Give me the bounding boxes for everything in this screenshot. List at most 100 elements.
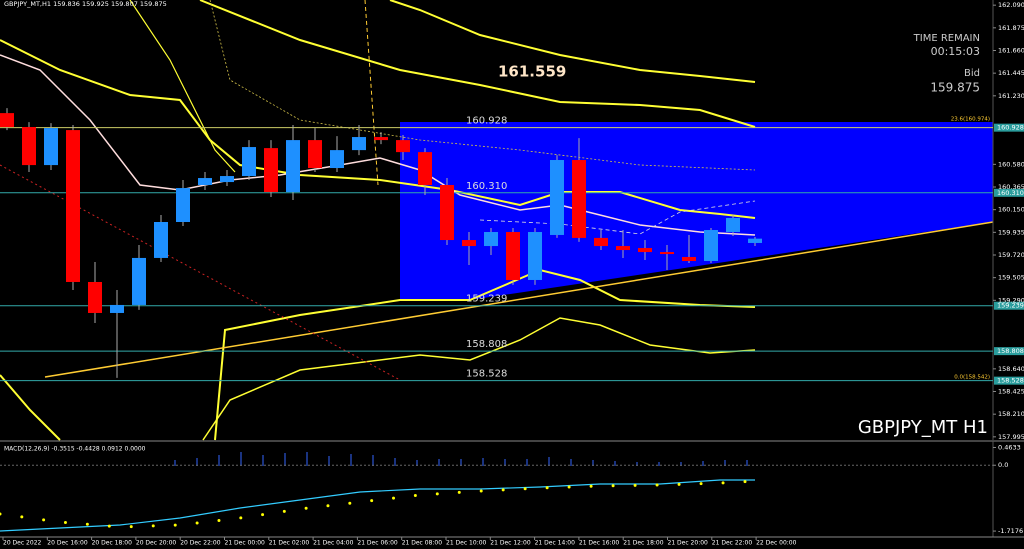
candle-body xyxy=(110,304,124,313)
macd-tick-label: -1.7176 xyxy=(998,527,1023,535)
candle-body xyxy=(440,185,454,241)
y-tick-label: 157.995 xyxy=(998,433,1024,441)
y-tick-label: 158.640 xyxy=(998,365,1024,373)
candle-body xyxy=(528,232,542,280)
candle-body xyxy=(550,160,564,235)
x-tick-label: 20 Dec 16:00 xyxy=(47,540,88,547)
candle-body xyxy=(396,140,410,153)
y-tick-label: 161.230 xyxy=(998,92,1024,100)
x-tick-label: 21 Dec 22:00 xyxy=(712,540,753,547)
level-label: 160.310 xyxy=(466,181,507,192)
y-tick-label: 160.580 xyxy=(998,160,1024,168)
projection xyxy=(479,200,756,235)
red-trend xyxy=(0,164,401,381)
candle-body xyxy=(462,240,476,247)
level-tag xyxy=(994,188,1024,197)
dashed-line xyxy=(364,0,379,186)
upper-band-outer xyxy=(389,0,756,83)
candle-body xyxy=(286,140,300,193)
y-tick-label: 159.935 xyxy=(998,228,1024,236)
y-tick-label: 161.445 xyxy=(998,69,1024,77)
time-remain: 00:15:03 xyxy=(931,45,980,58)
level-tag-label: 158.528 xyxy=(997,377,1024,385)
upper-band xyxy=(199,0,756,128)
candle-body xyxy=(198,178,212,186)
moving-average xyxy=(0,54,756,236)
level-label: 158.808 xyxy=(466,339,507,350)
x-tick-label: 20 Dec 20:00 xyxy=(136,540,177,547)
x-tick-label: 21 Dec 00:00 xyxy=(225,540,266,547)
fib-label: 23.6(160.974) xyxy=(951,117,990,123)
x-tick-label: 21 Dec 14:00 xyxy=(535,540,576,547)
candle-body xyxy=(308,140,322,169)
candle-body xyxy=(66,130,80,282)
macd-line xyxy=(0,479,755,532)
callout: 161.559 xyxy=(498,63,566,81)
level-tag xyxy=(994,301,1024,310)
x-tick-label: 20 Dec 22:00 xyxy=(180,540,221,547)
level-tag xyxy=(994,123,1024,132)
y-tick-label: 158.210 xyxy=(998,410,1024,418)
candle-body xyxy=(44,128,58,166)
header: GBPJPY_MT,H1 159.836 159.925 159.807 159… xyxy=(4,0,167,8)
level-label: 160.928 xyxy=(466,116,507,127)
time-remain-label: TIME REMAIN xyxy=(913,33,980,44)
y-tick-label: 160.150 xyxy=(998,206,1024,214)
macd-tick-label: 0.4633 xyxy=(998,443,1021,451)
candle-body xyxy=(88,281,102,313)
candle-body xyxy=(682,256,696,262)
y-tick-label: 161.875 xyxy=(998,24,1024,32)
x-tick-label: 20 Dec 2022 xyxy=(3,540,42,547)
fib-label: 0.0(158.542) xyxy=(954,375,990,381)
level-tag-label: 159.239 xyxy=(997,302,1024,310)
y-tick-label: 159.290 xyxy=(998,296,1024,304)
signal-dots xyxy=(0,479,757,529)
candle-body xyxy=(0,113,14,128)
candle-body xyxy=(330,150,344,169)
candle-body xyxy=(616,246,630,251)
candle-body xyxy=(484,232,498,247)
x-tick-label: 20 Dec 18:00 xyxy=(92,540,133,547)
level-tag xyxy=(994,347,1024,356)
band-left xyxy=(0,374,61,441)
level-tag xyxy=(994,376,1024,385)
level-tag-label: 158.808 xyxy=(997,347,1024,355)
candle-body xyxy=(264,148,278,193)
x-tick-label: 21 Dec 08:00 xyxy=(402,540,443,547)
x-tick-label: 21 Dec 16:00 xyxy=(579,540,620,547)
macd-tick-label: 0.0 xyxy=(998,461,1008,469)
candle-body xyxy=(154,222,168,258)
band-steep xyxy=(129,0,236,173)
candle-body xyxy=(242,147,256,177)
candle-body xyxy=(22,127,36,166)
level-label: 158.528 xyxy=(466,369,507,380)
middle-band xyxy=(0,39,756,219)
level-tag-label: 160.928 xyxy=(997,124,1024,132)
y-tick-label: 159.720 xyxy=(998,251,1024,259)
x-tick-label: 21 Dec 12:00 xyxy=(490,540,531,547)
candles xyxy=(0,108,762,378)
candle-body xyxy=(660,252,674,255)
macd-histogram xyxy=(174,452,748,466)
candle-body xyxy=(374,137,388,141)
x-tick-label: 21 Dec 18:00 xyxy=(623,540,664,547)
lower-band-outer xyxy=(202,317,756,441)
candle-body xyxy=(726,217,740,233)
x-tick-label: 21 Dec 06:00 xyxy=(357,540,398,547)
y-tick-label: 158.425 xyxy=(998,388,1024,396)
levels: 160.928160.928160.310160.310159.239159.2… xyxy=(0,116,1024,385)
level-label: 159.239 xyxy=(466,294,507,305)
candle-body xyxy=(176,188,190,223)
x-tick-label: 21 Dec 20:00 xyxy=(668,540,709,547)
bid: 159.875 xyxy=(930,81,980,95)
y-tick-label: 160.365 xyxy=(998,183,1024,191)
candle-body xyxy=(638,248,652,253)
candle-body xyxy=(220,176,234,183)
candle-body xyxy=(132,257,146,305)
x-tick-label: 21 Dec 04:00 xyxy=(313,540,354,547)
envelope xyxy=(209,0,756,171)
level-tag-label: 160.310 xyxy=(997,189,1024,197)
macd-title: MACD(12,26,9) -0.3515 -0.4428 0.0912 0.0… xyxy=(4,446,146,453)
